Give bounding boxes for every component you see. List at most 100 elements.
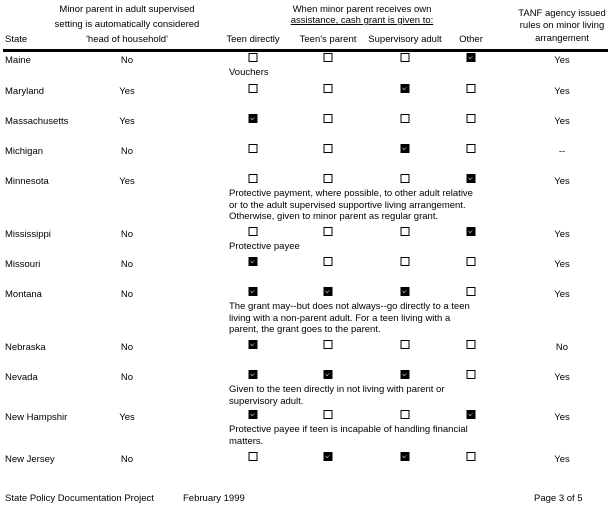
header-tanf-line1: TANF agency issued	[518, 8, 606, 19]
cash-grant-note: The grant may--but does not always--go d…	[229, 301, 470, 335]
state-name: New Hampshir	[5, 412, 68, 423]
tanf-rules-value: Yes	[554, 55, 570, 66]
cash-grant-note: Protective payee	[229, 241, 300, 252]
unchecked-checkbox-icon	[323, 53, 333, 62]
checked-checkbox-icon	[248, 287, 258, 296]
checked-checkbox-icon	[466, 227, 476, 236]
unchecked-checkbox-icon	[466, 257, 476, 266]
head-of-household-value: No	[120, 289, 134, 300]
tanf-rules-value: --	[558, 146, 566, 157]
state-name: Minnesota	[5, 176, 49, 187]
unchecked-checkbox-icon	[400, 410, 410, 419]
unchecked-checkbox-icon	[400, 53, 410, 62]
tanf-rules-value: Yes	[554, 289, 570, 300]
checked-checkbox-icon	[248, 370, 258, 379]
unchecked-checkbox-icon	[466, 84, 476, 93]
state-name: Nevada	[5, 372, 38, 383]
header-state: State	[5, 34, 28, 45]
state-name: Missouri	[5, 259, 41, 270]
unchecked-checkbox-icon	[323, 144, 333, 153]
tanf-rules-value: Yes	[554, 116, 570, 127]
header-hoh-line1: Minor parent in adult supervised	[59, 4, 195, 15]
header-supervisory-adult: Supervisory adult	[368, 34, 442, 45]
checked-checkbox-icon	[400, 370, 410, 379]
checked-checkbox-icon	[248, 257, 258, 266]
checked-checkbox-icon	[248, 410, 258, 419]
checked-checkbox-icon	[466, 53, 476, 62]
unchecked-checkbox-icon	[400, 227, 410, 236]
state-name: Massachusetts	[5, 116, 69, 127]
unchecked-checkbox-icon	[466, 452, 476, 461]
footer-project: State Policy Documentation Project	[5, 493, 154, 504]
unchecked-checkbox-icon	[323, 340, 333, 349]
unchecked-checkbox-icon	[466, 370, 476, 379]
head-of-household-value: No	[120, 229, 134, 240]
cash-grant-note: Vouchers	[229, 67, 269, 78]
checked-checkbox-icon	[400, 287, 410, 296]
tanf-rules-value: Yes	[554, 454, 570, 465]
header-teens-parent: Teen's parent	[299, 34, 357, 45]
tanf-rules-value: Yes	[554, 259, 570, 270]
header-hoh-line2: setting is automatically considered	[54, 19, 200, 30]
state-name: Michigan	[5, 146, 44, 157]
checked-checkbox-icon	[400, 452, 410, 461]
checked-checkbox-icon	[248, 114, 258, 123]
cash-grant-note: Protective payment, where possible, to o…	[229, 188, 473, 222]
header-tanf-line3: arrangement	[535, 33, 589, 44]
footer-page-number: Page 3 of 5	[534, 493, 583, 504]
unchecked-checkbox-icon	[323, 174, 333, 183]
unchecked-checkbox-icon	[248, 452, 258, 461]
tanf-rules-value: No	[555, 342, 569, 353]
checked-checkbox-icon	[323, 370, 333, 379]
header-teen-directly: Teen directly	[226, 34, 280, 45]
head-of-household-value: No	[120, 259, 134, 270]
footer-date: February 1999	[183, 493, 245, 504]
head-of-household-value: No	[120, 146, 134, 157]
head-of-household-value: Yes	[119, 86, 135, 97]
unchecked-checkbox-icon	[323, 84, 333, 93]
header-cash-grant-line2: assistance, cash grant is given to:	[290, 15, 434, 26]
tanf-rules-value: Yes	[554, 229, 570, 240]
state-name: Montana	[5, 289, 42, 300]
checked-checkbox-icon	[323, 452, 333, 461]
head-of-household-value: Yes	[119, 412, 135, 423]
checked-checkbox-icon	[466, 174, 476, 183]
unchecked-checkbox-icon	[323, 227, 333, 236]
header-cash-grant-line1: When minor parent receives own	[292, 4, 432, 15]
unchecked-checkbox-icon	[400, 114, 410, 123]
unchecked-checkbox-icon	[323, 410, 333, 419]
cash-grant-note: Given to the teen directly in not living…	[229, 384, 445, 407]
checked-checkbox-icon	[323, 287, 333, 296]
head-of-household-value: Yes	[119, 176, 135, 187]
unchecked-checkbox-icon	[466, 287, 476, 296]
state-name: Nebraska	[5, 342, 46, 353]
head-of-household-value: No	[120, 55, 134, 66]
head-of-household-value: No	[120, 342, 134, 353]
unchecked-checkbox-icon	[248, 174, 258, 183]
unchecked-checkbox-icon	[323, 257, 333, 266]
checked-checkbox-icon	[400, 84, 410, 93]
head-of-household-value: No	[120, 372, 134, 383]
tanf-rules-value: Yes	[554, 412, 570, 423]
checked-checkbox-icon	[248, 340, 258, 349]
unchecked-checkbox-icon	[248, 227, 258, 236]
header-divider	[3, 49, 608, 52]
unchecked-checkbox-icon	[400, 257, 410, 266]
cash-grant-note: Protective payee if teen is incapable of…	[229, 424, 468, 447]
unchecked-checkbox-icon	[466, 340, 476, 349]
unchecked-checkbox-icon	[323, 114, 333, 123]
state-name: Maine	[5, 55, 31, 66]
state-name: New Jersey	[5, 454, 55, 465]
unchecked-checkbox-icon	[400, 174, 410, 183]
state-name: Mississippi	[5, 229, 51, 240]
state-name: Maryland	[5, 86, 45, 97]
unchecked-checkbox-icon	[466, 114, 476, 123]
head-of-household-value: Yes	[119, 116, 135, 127]
unchecked-checkbox-icon	[248, 53, 258, 62]
header-tanf-line2: rules on minor living	[519, 20, 605, 31]
checked-checkbox-icon	[400, 144, 410, 153]
unchecked-checkbox-icon	[248, 144, 258, 153]
header-hoh-line3: 'head of household'	[86, 34, 168, 45]
unchecked-checkbox-icon	[400, 340, 410, 349]
tanf-rules-value: Yes	[554, 86, 570, 97]
